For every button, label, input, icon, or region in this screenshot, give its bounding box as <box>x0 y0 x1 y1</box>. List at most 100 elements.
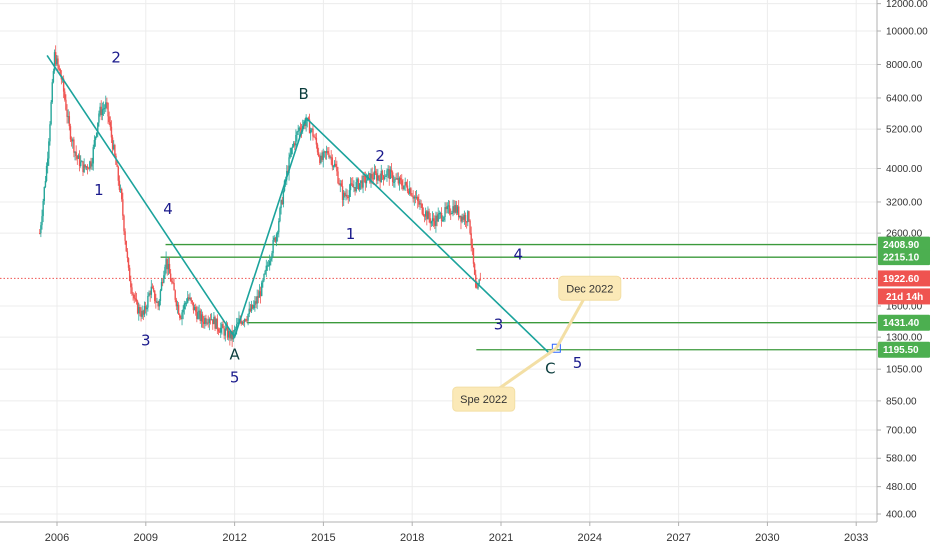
candle-body <box>179 314 181 318</box>
candle-body <box>430 221 433 224</box>
candle-body <box>103 107 106 109</box>
candle-body <box>413 196 415 199</box>
candle-body <box>182 308 184 313</box>
candle-body <box>264 270 266 275</box>
price-badge-label: 1922.60 <box>883 274 920 285</box>
candle-body <box>121 188 123 200</box>
trendline-series <box>46 54 561 355</box>
candle-body <box>276 232 279 235</box>
y-tick-label: 6400.00 <box>886 93 923 104</box>
candle-body <box>324 151 327 153</box>
candle-body <box>263 274 265 281</box>
candle-body <box>133 294 135 299</box>
x-tick-label: 2018 <box>400 532 424 544</box>
candle-body <box>122 199 124 216</box>
candle-body <box>106 102 108 104</box>
candle-body <box>158 300 160 307</box>
candle-body <box>195 307 197 312</box>
candle-body <box>328 153 330 158</box>
candle-body <box>448 205 451 214</box>
candle-body <box>208 319 211 323</box>
candle-body <box>459 215 461 218</box>
candle-body <box>59 68 61 76</box>
candle-body <box>270 258 272 261</box>
candle-body <box>467 211 469 222</box>
candle-body <box>240 320 242 324</box>
candle-body <box>438 213 441 215</box>
candle-body <box>361 180 363 188</box>
candle-body <box>212 319 214 325</box>
candle-body <box>457 206 460 218</box>
candle-body <box>442 220 444 222</box>
candle-body <box>444 207 446 218</box>
candle-body <box>250 304 253 312</box>
candle-body <box>434 221 436 226</box>
candle-body <box>431 218 434 222</box>
candle-body <box>355 182 357 192</box>
candle-body <box>319 156 321 163</box>
callout: Dec 2022 <box>555 275 622 349</box>
candle-body <box>456 206 459 213</box>
wave-label: 3 <box>494 315 504 333</box>
candle-body <box>472 247 475 264</box>
candle-body <box>271 253 273 259</box>
candle-body <box>132 293 134 295</box>
time-axis[interactable]: 2006 2009 2012 2015 2018 2021 2024 2027 2030 2033 <box>0 521 877 544</box>
candle-body <box>403 185 405 190</box>
candle-body <box>410 188 412 196</box>
candle-body <box>358 183 361 190</box>
candle-body <box>73 139 75 153</box>
wave-label: 1 <box>346 225 356 243</box>
candle-body <box>323 151 326 153</box>
price-axis[interactable]: 400.00 480.00 580.00 700.00 850.00 1050.00 130… <box>876 0 930 522</box>
x-tick-label: 2027 <box>666 532 690 544</box>
price-badge-bg <box>878 270 930 287</box>
candle-body <box>98 113 100 123</box>
y-tick-label: 480.00 <box>886 482 917 493</box>
candle-body <box>255 301 257 304</box>
candle-body <box>77 155 80 159</box>
candle-body <box>273 237 275 240</box>
candle-body <box>407 191 410 194</box>
candle-body <box>159 290 162 301</box>
candle-body <box>278 221 280 233</box>
candle-body <box>312 128 314 137</box>
candle-body <box>305 121 307 126</box>
candle-body <box>269 260 271 266</box>
candle-body <box>379 177 381 183</box>
candle-body <box>464 215 467 222</box>
candle-body <box>335 163 337 167</box>
candle-body <box>405 182 408 186</box>
target-marker <box>551 343 561 353</box>
candle-body <box>93 139 96 148</box>
candle-body <box>406 185 409 192</box>
candle-body <box>453 206 455 213</box>
level-badge-label: 2215.10 <box>883 253 920 264</box>
candle-body <box>450 213 452 215</box>
trendline <box>46 54 551 355</box>
candle-body <box>265 265 267 271</box>
candle-body <box>447 205 450 207</box>
candle-body <box>399 177 402 181</box>
candle-body <box>85 166 88 168</box>
candle-body <box>451 212 453 214</box>
candle-body <box>398 177 401 184</box>
candle-body <box>99 106 101 114</box>
candle-body <box>340 183 343 187</box>
candle-body <box>97 122 99 133</box>
x-tick-label: 2006 <box>45 532 69 544</box>
countdown-badge-label: 21d 14h <box>886 292 923 303</box>
candle-body <box>297 130 299 132</box>
candle-body <box>243 319 246 323</box>
candle-body <box>44 180 47 187</box>
candle-body <box>357 179 360 190</box>
candlestick-series <box>39 45 482 347</box>
candle-body <box>127 258 130 268</box>
candle-body <box>272 239 274 254</box>
candle-body <box>207 322 209 324</box>
price-badge: 1922.60 21d 14h <box>878 270 930 305</box>
candle-body <box>196 311 198 319</box>
candle-body <box>91 163 93 167</box>
